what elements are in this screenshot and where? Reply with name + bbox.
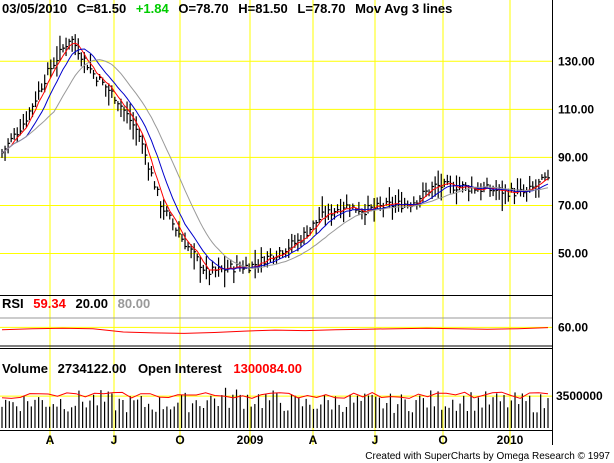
x-axis-tick-label: 2010 (497, 433, 524, 447)
credit-line: Created with SuperCharts by Omega Resear… (365, 451, 610, 462)
volume-header: Volume 2734122.00 Open Interest 1300084.… (2, 361, 302, 376)
x-axis-tick-label: J (111, 433, 118, 447)
x-axis-tick-label: O (438, 433, 447, 447)
rsi-axis-tick-label: 60.00 (558, 320, 588, 334)
moving-averages (1, 42, 549, 271)
x-axis-tick-label: O (175, 433, 184, 447)
price-axis-tick-label: 90.00 (558, 150, 588, 164)
volume-name: Volume (2, 361, 48, 376)
ma-mid-line (1, 48, 549, 270)
rsi-header: RSI 59.34 20.00 80.00 (2, 296, 150, 311)
rsi-line (1, 327, 549, 334)
header-date: 03/05/2010 (2, 1, 67, 16)
rsi-value: 59.34 (33, 296, 66, 311)
header-change: +1.84 (136, 1, 170, 16)
volume-panel (1, 387, 549, 428)
x-axis-tick-label: A (309, 433, 318, 447)
price-axis-tick-label: 110.00 (558, 102, 594, 116)
x-axis-tick-label: J (372, 433, 379, 447)
x-axis-tick-label: A (46, 433, 55, 447)
rsi-lower: 20.00 (75, 296, 108, 311)
x-axis-tick-label: 2009 (237, 433, 264, 447)
ma-slow-line (1, 59, 549, 269)
header-close: C=81.50 (77, 1, 127, 16)
open-interest-name: Open Interest (138, 361, 222, 376)
rsi-name: RSI (2, 296, 24, 311)
price-axis-tick-label: 130.00 (558, 54, 595, 68)
volume-value: 2734122.00 (58, 361, 127, 376)
price-axis-tick-label: 50.00 (558, 247, 588, 261)
header-line: 03/05/2010 C=81.50 +1.84 O=78.70 H=81.50… (2, 1, 452, 16)
price-axis-tick-label: 70.00 (558, 198, 588, 212)
ma-fast-line (1, 42, 549, 271)
rsi-panel (0, 317, 552, 347)
rsi-upper: 80.00 (118, 296, 151, 311)
header-low: L=78.70 (297, 1, 345, 16)
open-interest-value: 1300084.00 (233, 361, 302, 376)
open-interest-line (1, 391, 549, 399)
volume-axis-tick-label: 3500000 (556, 389, 603, 403)
header-high: H=81.50 (238, 1, 288, 16)
axis-labels: 130.00 110.00 90.00 70.00 50.00 60.00 3500000 A… (46, 54, 603, 447)
header-study: Mov Avg 3 lines (355, 1, 452, 16)
header-open: O=78.70 (178, 1, 228, 16)
